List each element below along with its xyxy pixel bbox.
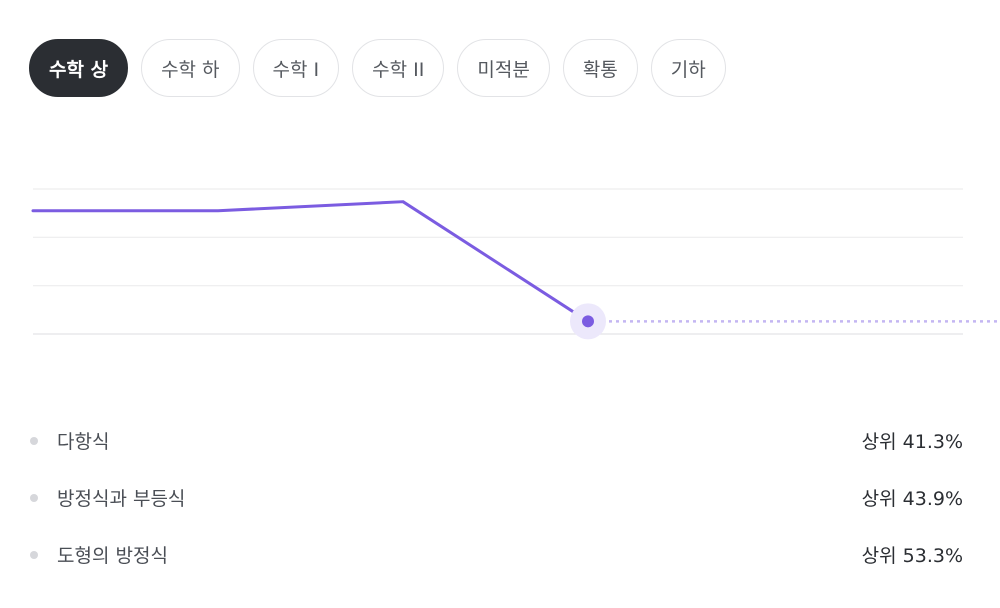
series-line	[33, 202, 588, 322]
topic-rank: 상위 53.3%	[862, 541, 963, 568]
topic-name: 다항식	[57, 427, 862, 454]
topic-name: 도형의 방정식	[57, 541, 862, 568]
list-item: 방정식과 부등식 상위 43.9%	[29, 469, 963, 526]
bullet-dot	[30, 494, 38, 502]
current-point	[582, 315, 594, 327]
bullet-dot	[30, 437, 38, 445]
list-item: 도형의 방정식 상위 53.3%	[29, 526, 963, 583]
bullet-dot	[30, 551, 38, 559]
trend-chart	[0, 0, 1000, 360]
topic-name: 방정식과 부등식	[57, 484, 862, 511]
topic-rank: 상위 41.3%	[862, 427, 963, 454]
list-item: 다항식 상위 41.3%	[29, 412, 963, 469]
topic-rank-list: 다항식 상위 41.3% 방정식과 부등식 상위 43.9% 도형의 방정식 상…	[29, 412, 963, 583]
topic-rank: 상위 43.9%	[862, 484, 963, 511]
